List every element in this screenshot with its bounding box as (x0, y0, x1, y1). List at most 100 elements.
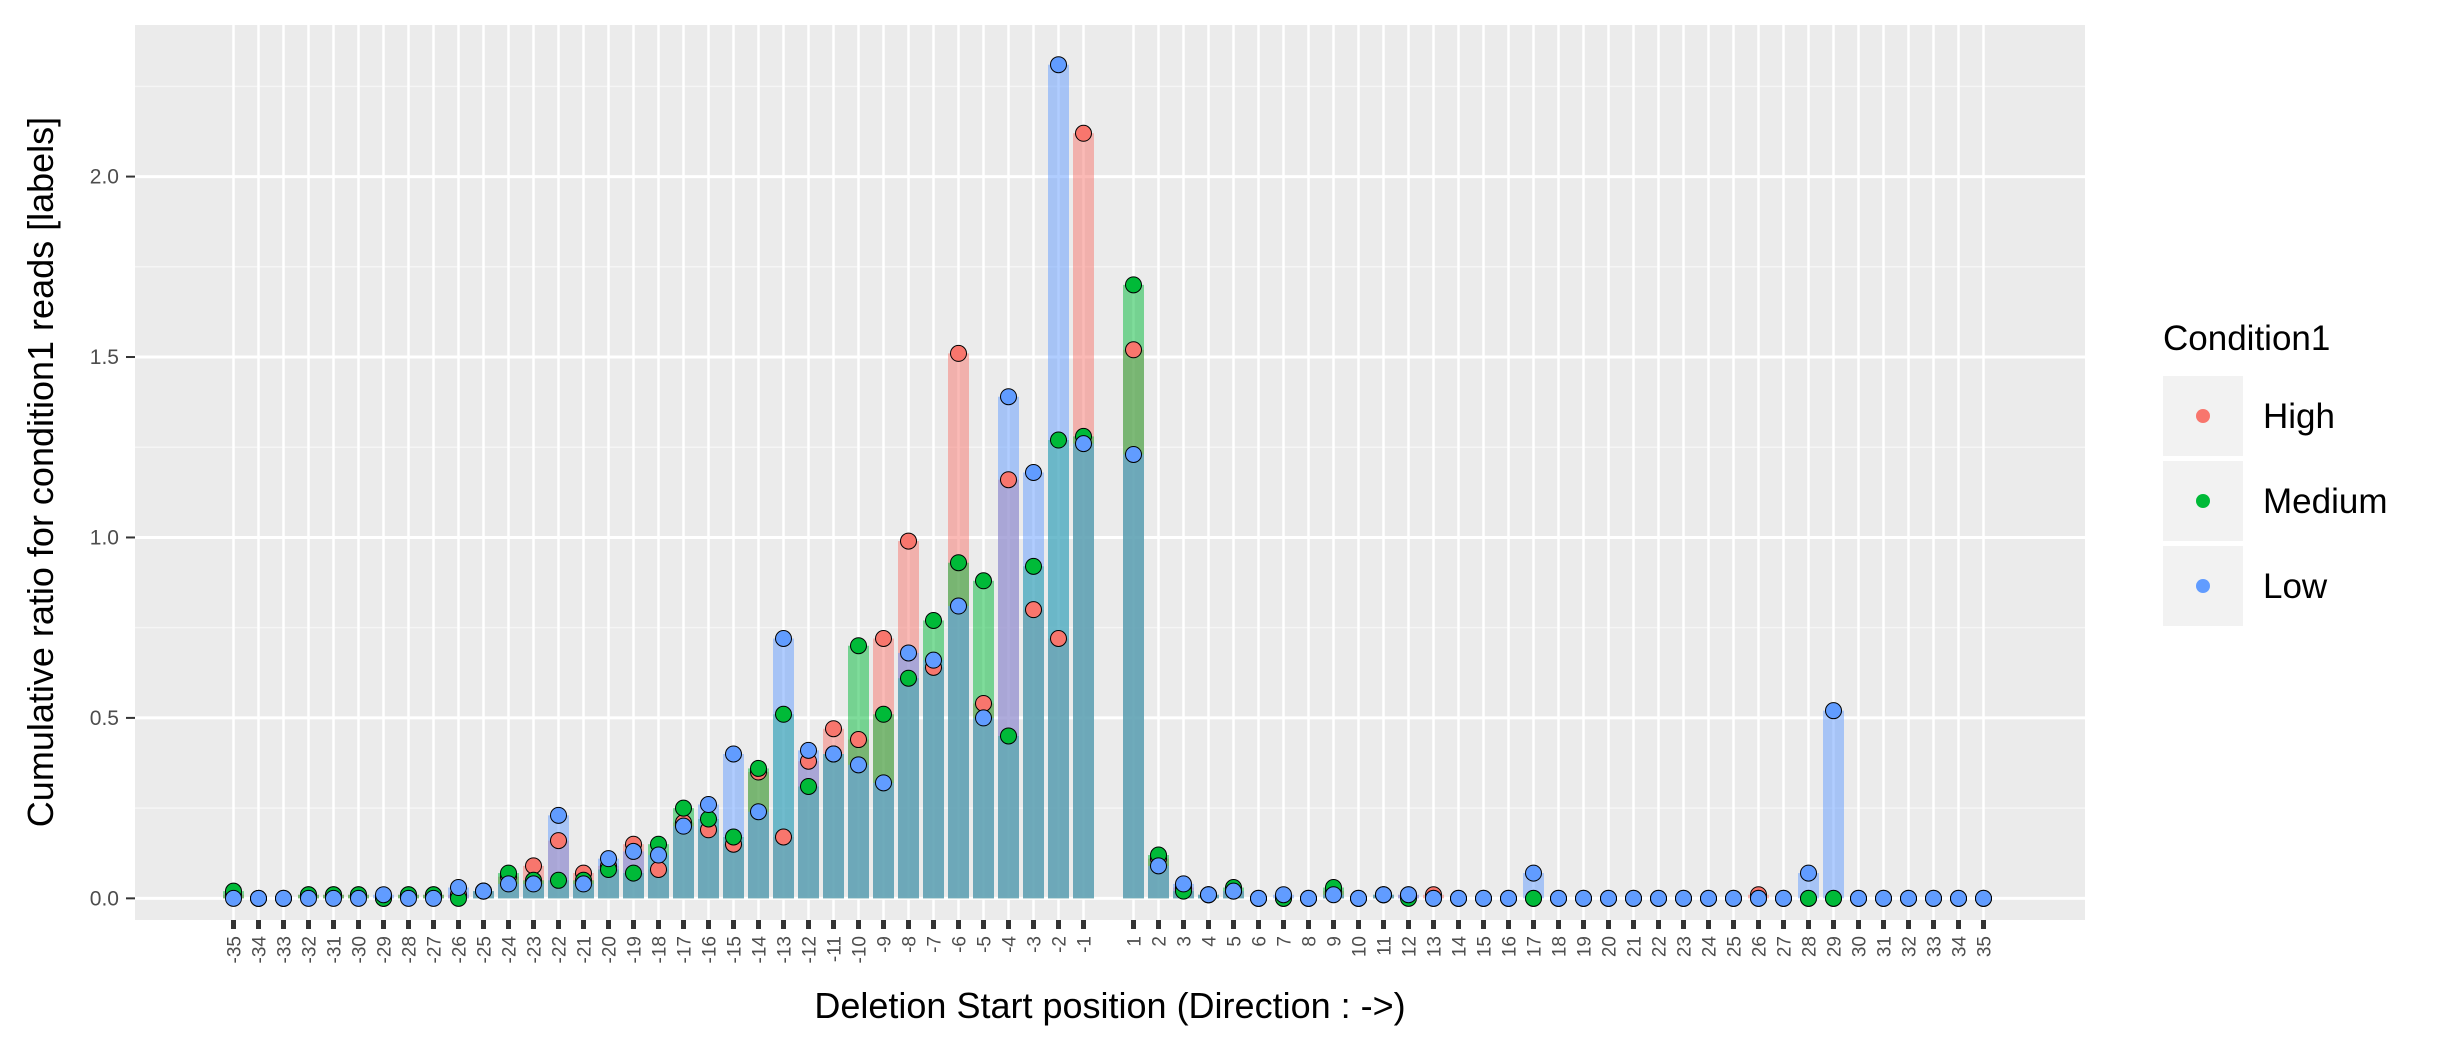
x-tick-label: -14 (750, 936, 771, 964)
point-medium (950, 554, 967, 572)
y-tick-label: 0.0 (90, 887, 119, 910)
bar-low (1823, 710, 1844, 899)
x-tick-label: 7 (1275, 936, 1296, 947)
point-medium (675, 799, 692, 817)
point-low (1900, 889, 1917, 907)
point-high (775, 828, 792, 846)
point-low (1150, 857, 1167, 875)
x-tick-label: 27 (1775, 936, 1796, 957)
x-tick-label: -31 (325, 936, 346, 963)
point-low (1775, 889, 1792, 907)
point-low (1000, 388, 1017, 406)
x-tick-label: 31 (1875, 936, 1896, 957)
point-low (1125, 445, 1142, 463)
point-low (1225, 882, 1242, 900)
x-tick-label: -13 (775, 936, 796, 963)
point-low (250, 889, 267, 907)
point-high (900, 532, 917, 550)
legend-title: Condition1 (2163, 319, 2330, 358)
x-tick-label: 19 (1575, 936, 1596, 957)
bar-low (1048, 64, 1069, 899)
x-tick-label: 17 (1525, 936, 1546, 957)
point-medium (625, 864, 642, 882)
point-low (800, 741, 817, 759)
x-tick-label: 16 (1500, 936, 1521, 957)
x-tick-label: -28 (400, 936, 421, 963)
point-low (950, 597, 967, 615)
point-low (1725, 889, 1742, 907)
x-tick-label: -6 (950, 936, 971, 953)
x-tick-label: 13 (1425, 936, 1446, 957)
point-medium (550, 871, 567, 889)
x-tick-label: 9 (1325, 936, 1346, 947)
x-tick-label: -3 (1025, 936, 1046, 953)
x-tick-label: 33 (1925, 936, 1946, 957)
x-tick-label: -25 (475, 936, 496, 963)
x-tick-label: 18 (1550, 936, 1571, 957)
point-low (1950, 889, 1967, 907)
point-low (1875, 889, 1892, 907)
point-low (1525, 864, 1542, 882)
point-low (1425, 889, 1442, 907)
point-low (1325, 886, 1342, 904)
point-low (625, 842, 642, 860)
point-medium (1800, 889, 1817, 907)
bar-low (873, 782, 894, 899)
point-high (1050, 630, 1067, 648)
point-low (350, 889, 367, 907)
point-low (1175, 875, 1192, 893)
x-tick-label: -26 (450, 936, 471, 963)
point-low (300, 889, 317, 907)
point-medium (1125, 276, 1142, 294)
legend-label-high: High (2263, 397, 2335, 436)
x-tick-label: -32 (300, 936, 321, 963)
bar-low (1023, 472, 1044, 899)
point-high (875, 630, 892, 648)
y-axis-title: Cumulative ratio for condition1 reads [l… (20, 117, 61, 827)
x-tick-label: 23 (1675, 936, 1696, 957)
x-tick-label: -21 (575, 936, 596, 963)
point-low (650, 846, 667, 864)
point-low (1500, 889, 1517, 907)
x-tick-label: 35 (1975, 936, 1996, 957)
bar-low (898, 652, 919, 899)
point-low (450, 879, 467, 897)
point-low (1925, 889, 1942, 907)
point-low (1975, 889, 1992, 907)
point-low (325, 889, 342, 907)
bar-low (948, 606, 969, 899)
point-medium (1825, 889, 1842, 907)
point-low (225, 889, 242, 907)
x-tick-label: -17 (675, 936, 696, 963)
bar-low (748, 811, 769, 899)
x-tick-label: 11 (1375, 936, 1396, 956)
legend-label-low: Low (2263, 567, 2328, 606)
x-tick-label: 29 (1825, 936, 1846, 957)
bar-low (973, 717, 994, 899)
point-low (1250, 889, 1267, 907)
point-high (975, 694, 992, 712)
bar-low (723, 753, 744, 899)
point-low (400, 889, 417, 907)
point-low (1275, 886, 1292, 904)
point-low (275, 889, 292, 907)
x-tick-label: -34 (250, 936, 271, 964)
point-low (1575, 889, 1592, 907)
point-low (1625, 889, 1642, 907)
bar-low (798, 750, 819, 899)
point-low (550, 806, 567, 824)
x-tick-label: -12 (800, 936, 821, 963)
x-tick-label: 21 (1625, 936, 1646, 957)
bar-low (1123, 454, 1144, 899)
x-tick-label: 2 (1150, 936, 1171, 947)
x-tick-label: -7 (925, 936, 946, 953)
bar-low (1073, 443, 1094, 899)
x-tick-label: 24 (1700, 936, 1721, 958)
point-high (525, 857, 542, 875)
point-medium (800, 777, 817, 795)
point-low (425, 889, 442, 907)
point-medium (1000, 727, 1017, 745)
point-medium (975, 572, 992, 590)
x-tick-label: -24 (500, 936, 521, 964)
x-tick-label: 4 (1200, 936, 1221, 947)
